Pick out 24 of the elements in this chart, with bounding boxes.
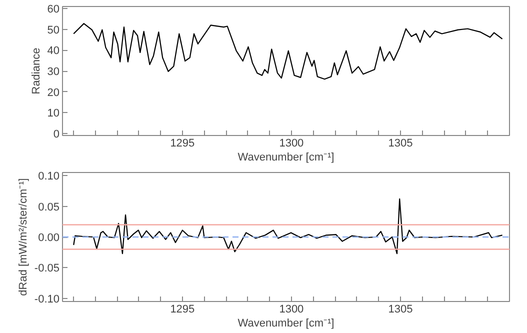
x-tick-label: 1305 xyxy=(388,304,413,316)
y-tick-label: 20 xyxy=(47,86,60,99)
x-tick-label: 1300 xyxy=(279,304,304,316)
y-axis-title: dRad [mW/m²/ster/cm⁻¹] xyxy=(17,178,30,296)
y-tick-label: -0.05 xyxy=(34,262,60,275)
x-tick-label: 1300 xyxy=(279,138,304,150)
line-series xyxy=(73,198,503,254)
x-tick-label: 1295 xyxy=(170,138,195,150)
y-tick-label: 30 xyxy=(47,66,60,78)
y-tick-label: 60 xyxy=(47,4,60,16)
y-tick-label: 0.00 xyxy=(38,232,60,244)
y-tick-label: 0.05 xyxy=(38,201,60,214)
x-tick-label: 1305 xyxy=(388,138,413,150)
y-tick-label: 50 xyxy=(47,24,60,36)
y-tick-label: 10 xyxy=(47,108,60,120)
line-series xyxy=(73,23,503,80)
x-axis-title: Wavenumber [cm⁻¹] xyxy=(238,318,334,330)
y-tick-label: 0.10 xyxy=(38,170,60,183)
y-tick-label: 0 xyxy=(53,128,60,140)
y-tick-label: -0.10 xyxy=(34,293,60,306)
x-tick-label: 1295 xyxy=(170,304,195,316)
y-tick-label: 40 xyxy=(47,45,60,58)
x-axis-title: Wavenumber [cm⁻¹] xyxy=(238,152,334,164)
y-axis-title: Radiance xyxy=(30,48,42,94)
